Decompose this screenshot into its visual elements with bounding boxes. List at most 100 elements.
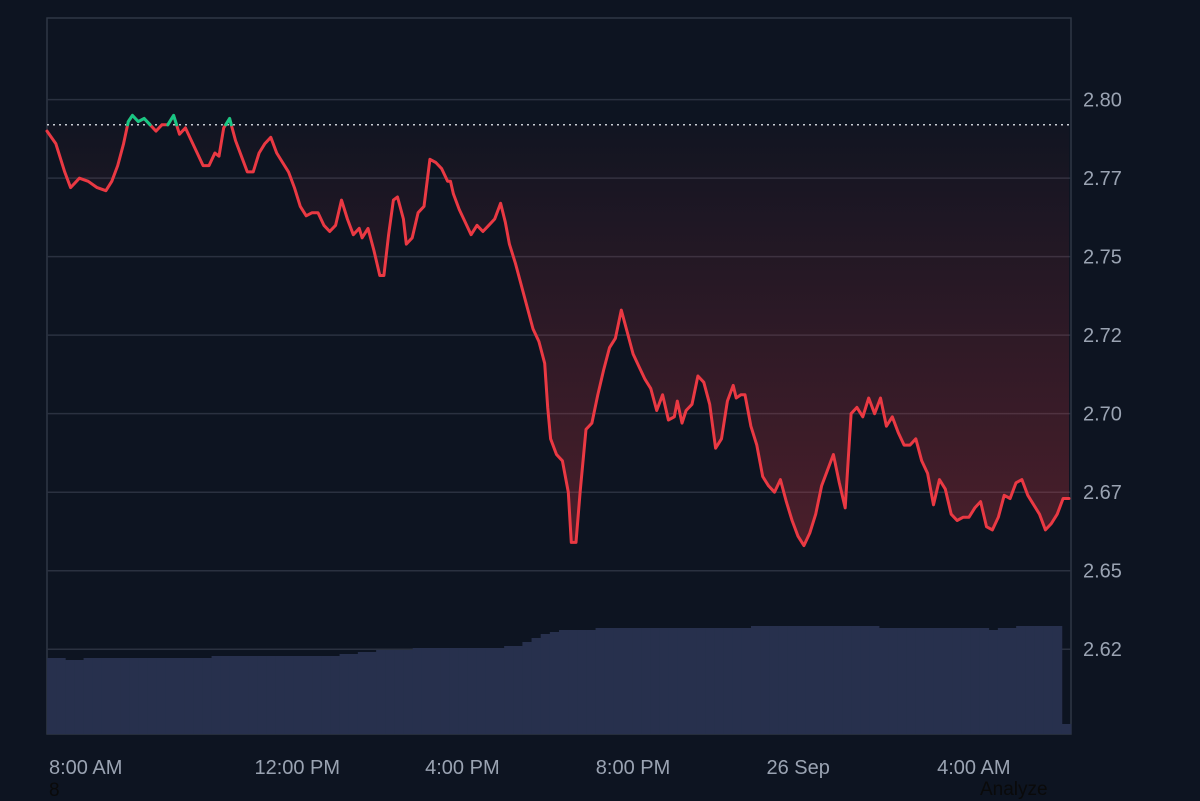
volume-bar	[120, 658, 130, 734]
volume-bar	[1007, 628, 1017, 734]
volume-bar	[604, 628, 615, 734]
volume-bar	[522, 642, 532, 734]
volume-bar	[1043, 626, 1054, 734]
y-tick-label: 2.67	[1083, 482, 1122, 504]
volume-bar	[211, 656, 222, 734]
price-area-fill	[47, 124, 1069, 546]
volume-bar	[723, 628, 734, 734]
volume-bar	[403, 650, 414, 734]
y-tick-label: 2.75	[1083, 247, 1122, 269]
volume-bar	[175, 658, 185, 734]
volume-bar	[897, 628, 907, 734]
y-tick-label: 2.70	[1083, 404, 1122, 426]
volume-bar	[202, 658, 212, 734]
volume-bar	[458, 648, 468, 734]
volume-bar	[760, 626, 770, 734]
volume-bar	[83, 658, 94, 734]
volume-bar	[1025, 626, 1035, 734]
volume-bar	[293, 656, 304, 734]
volume-bar	[915, 628, 926, 734]
volume-bar	[385, 650, 395, 734]
volume-bar	[714, 628, 724, 734]
x-axis-labels: 8:00 AM 12:00 PM 4:00 PM 8:00 PM 26 Sep 4:00 …	[49, 757, 1011, 779]
volume-bar	[549, 632, 560, 734]
y-tick-label: 2.77	[1083, 168, 1122, 190]
volume-bar	[440, 648, 450, 734]
analyze-link[interactable]: Analyze	[980, 779, 1048, 800]
volume-bar	[339, 654, 350, 734]
volume-bar	[796, 626, 807, 734]
volume-bar	[312, 656, 322, 734]
volume-bar	[1016, 626, 1026, 734]
volume-bar	[540, 634, 551, 734]
volume-bar	[559, 630, 569, 734]
price-line-up	[126, 113, 233, 127]
volume-bar	[376, 650, 386, 734]
volume-bar	[449, 648, 459, 734]
x-tick-label: 4:00 PM	[425, 757, 499, 779]
y-tick-label: 2.62	[1083, 639, 1122, 661]
volume-bar	[952, 628, 962, 734]
volume-bar	[266, 656, 276, 734]
volume-bar	[687, 628, 697, 734]
y-tick-label: 2.65	[1083, 561, 1122, 583]
volume-bar	[239, 656, 249, 734]
y-axis-labels: 2.80 2.77 2.75 2.72 2.70 2.67 2.65 2.62	[1083, 90, 1122, 662]
volume-bar	[632, 628, 642, 734]
volume-bars	[47, 626, 1072, 734]
volume-bar	[111, 658, 121, 734]
volume-bar	[970, 628, 980, 734]
x-tick-label: 26 Sep	[766, 757, 829, 779]
volume-bar	[613, 628, 624, 734]
volume-bar	[623, 628, 633, 734]
volume-bar	[988, 630, 999, 734]
volume-bar	[321, 656, 331, 734]
volume-bar	[147, 658, 158, 734]
volume-bar	[165, 658, 176, 734]
volume-bar	[284, 656, 295, 734]
volume-bar	[248, 656, 258, 734]
volume-bar	[778, 626, 788, 734]
volume-bar	[504, 646, 514, 734]
volume-bar	[751, 626, 761, 734]
volume-bar	[431, 648, 441, 734]
volume-bar	[659, 628, 670, 734]
volume-bar	[184, 658, 194, 734]
x-tick-label: 8:00 PM	[596, 757, 670, 779]
price-line-down	[45, 113, 1071, 548]
volume-bar	[568, 630, 578, 734]
volume-bar	[851, 626, 862, 734]
y-tick-label: 2.72	[1083, 325, 1122, 347]
volume-bar	[65, 660, 75, 734]
volume-bar	[1052, 626, 1063, 734]
volume-bar	[357, 652, 368, 734]
volume-bar	[348, 654, 359, 734]
volume-bar	[824, 626, 834, 734]
volume-bar	[257, 656, 267, 734]
volume-bar	[769, 626, 779, 734]
volume-bar	[92, 658, 103, 734]
volume-bar	[330, 656, 340, 734]
volume-bar	[303, 656, 313, 734]
volume-bar	[997, 628, 1008, 734]
x-tick-label: 8:00 AM	[49, 757, 122, 779]
volume-bar	[220, 656, 231, 734]
volume-bar	[74, 660, 84, 734]
volume-bar	[677, 628, 688, 734]
volume-bar	[229, 656, 240, 734]
volume-bar	[943, 628, 953, 734]
volume-bar	[860, 626, 871, 734]
volume-bar	[805, 626, 816, 734]
volume-bar	[129, 658, 139, 734]
volume-bar	[1034, 626, 1044, 734]
x-tick-label: 12:00 PM	[254, 757, 340, 779]
volume-bar	[467, 648, 478, 734]
volume-bar	[815, 626, 825, 734]
volume-bar	[138, 658, 148, 734]
volume-bar	[696, 628, 706, 734]
x-tick-label: 4:00 AM	[937, 757, 1010, 779]
volume-bar	[879, 628, 889, 734]
y-tick-label: 2.80	[1083, 90, 1122, 112]
volume-bar	[421, 648, 432, 734]
